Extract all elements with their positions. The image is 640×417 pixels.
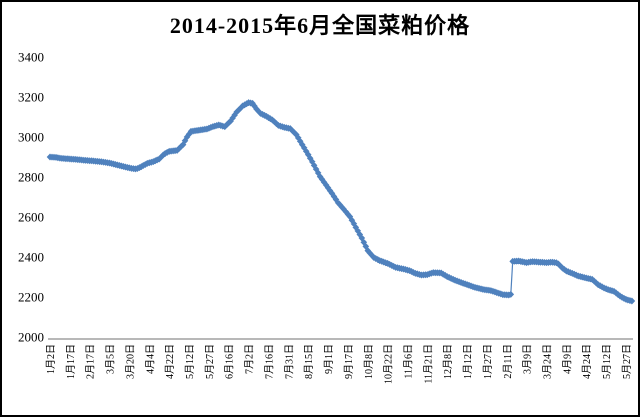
x-axis-label: 5月12日 [601,344,613,379]
price-series-markers [46,99,636,305]
x-axis-label: 7月16日 [263,344,275,379]
x-axis-label: 12月8日 [442,344,454,379]
x-axis-label: 1月12日 [462,344,474,379]
price-series-line [49,101,633,302]
x-axis-label: 2月11日 [502,344,514,379]
y-axis-label: 3000 [18,130,44,145]
x-axis-label: 7月31日 [283,344,295,379]
x-axis-label: 11月6日 [402,344,414,379]
x-axis-label: 1月2日 [45,344,57,374]
y-axis-label: 2000 [18,330,44,345]
y-axis-label: 2800 [18,170,44,185]
y-axis-label: 2200 [18,290,44,305]
x-axis-label: 9月1日 [323,344,335,374]
x-axis-label: 1月17日 [65,344,77,379]
x-axis-label: 3月24日 [542,344,554,379]
x-axis-label: 7月2日 [244,344,256,374]
x-axis-label: 4月22日 [164,344,176,379]
chart-title: 2014-2015年6月全国菜粕价格 [169,13,471,38]
x-axis-label: 5月27日 [204,344,216,379]
x-axis-label: 11月21日 [422,344,434,384]
x-axis-label: 6月16日 [224,344,236,379]
x-axis-label: 4月24日 [581,344,593,379]
x-axis-label: 3月5日 [105,344,117,374]
y-axis-label: 3200 [18,90,44,105]
x-axis-label: 3月20日 [124,344,136,379]
x-axis-label: 9月17日 [343,344,355,379]
x-axis-label: 4月9日 [561,344,573,374]
y-axis-label: 3400 [18,50,44,65]
x-axis-label: 3月9日 [522,344,534,374]
x-axis-label: 8月15日 [303,344,315,379]
y-axis-label: 2600 [18,210,44,225]
x-axis-label: 5月12日 [184,344,196,379]
x-axis-label: 1月27日 [482,344,494,379]
x-axis-label: 5月27日 [621,344,633,379]
y-axis-label: 2400 [18,250,44,265]
x-axis-label: 4月4日 [144,344,156,374]
x-axis-label: 2月17日 [85,344,97,379]
x-axis-label: 10月8日 [363,344,375,379]
x-axis-label: 10月22日 [383,344,395,384]
